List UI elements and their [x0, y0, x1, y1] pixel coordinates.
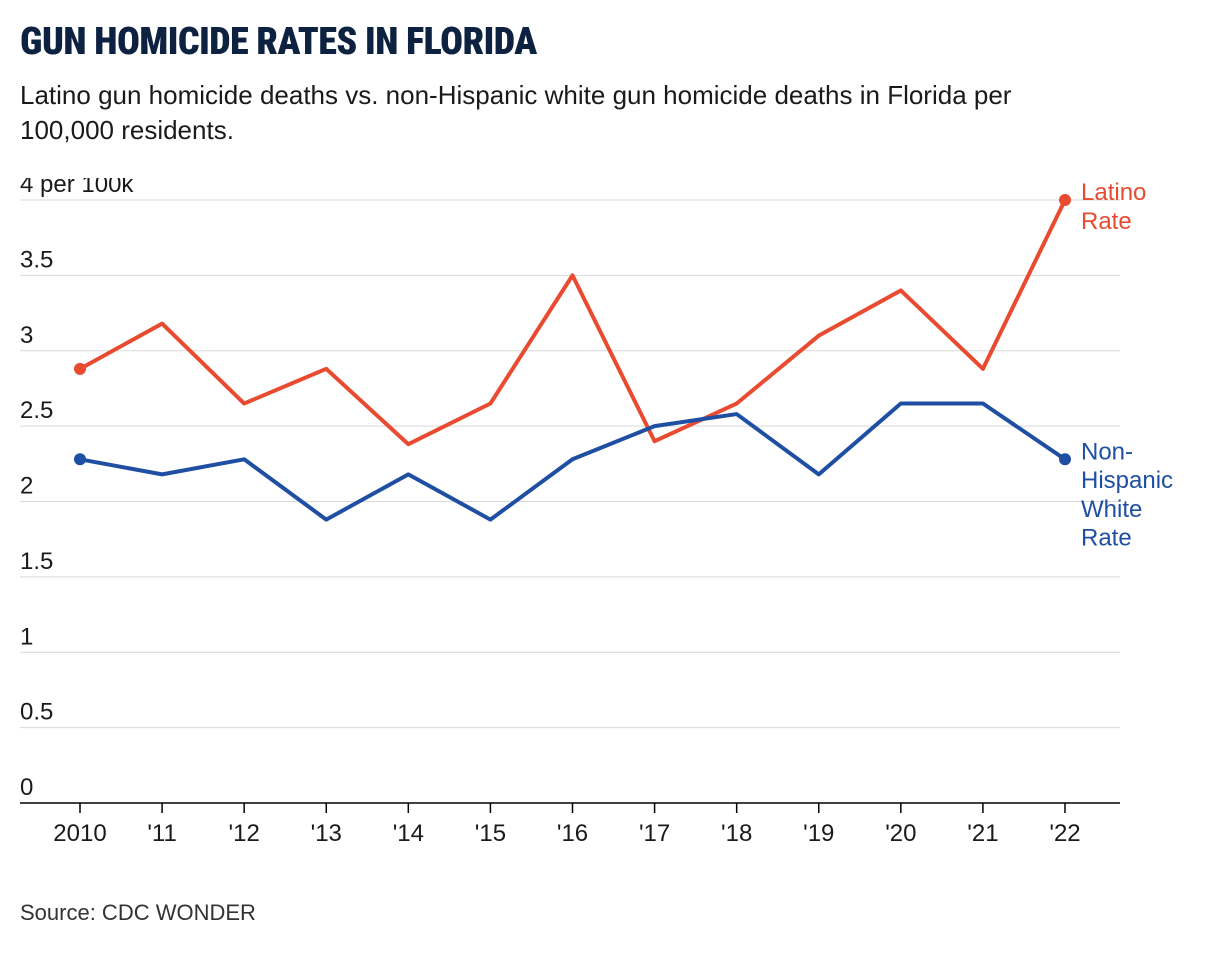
x-tick-label: '11	[147, 820, 177, 847]
x-tick-label: '16	[557, 820, 588, 847]
series-start-marker-1	[74, 453, 86, 465]
x-tick-label: '17	[639, 820, 670, 847]
x-tick-label: '15	[475, 820, 506, 847]
series-start-marker-0	[74, 363, 86, 375]
series-line-1	[80, 404, 1065, 520]
y-tick-label: 0.5	[20, 699, 53, 726]
x-tick-label: 2010	[53, 820, 106, 847]
y-tick-label: 2	[20, 473, 33, 500]
series-end-marker-0	[1059, 194, 1071, 206]
chart-plot-area: 0 0.5 1 1.5 2 2.5 3 3.5 4 per 100k 2010 '11 '12 '13 '…	[20, 178, 1200, 858]
y-tick-label: 1.5	[20, 548, 53, 575]
y-tick-label: 3	[20, 322, 33, 349]
y-tick-label: 0	[20, 774, 33, 801]
x-tick-label: '22	[1049, 820, 1080, 847]
series-line-0	[80, 200, 1065, 444]
y-tick-label: 4 per 100k	[20, 178, 134, 198]
chart-source: Source: CDC WONDER	[20, 900, 1200, 926]
x-tick-label: '20	[885, 820, 916, 847]
x-tick-label: '14	[393, 820, 424, 847]
x-tick-label: '13	[311, 820, 342, 847]
x-tick-label: '21	[967, 820, 998, 847]
series-label-1: Non-HispanicWhiteRate	[1081, 438, 1173, 551]
series-end-marker-1	[1059, 453, 1071, 465]
y-tick-label: 3.5	[20, 247, 53, 274]
x-tick-label: '12	[229, 820, 260, 847]
y-tick-label: 2.5	[20, 397, 53, 424]
series-label-0: LatinoRate	[1081, 179, 1146, 235]
chart-container: GUN HOMICIDE RATES IN FLORIDA Latino gun…	[0, 0, 1220, 978]
x-tick-label: '19	[803, 820, 834, 847]
line-chart-svg: 0 0.5 1 1.5 2 2.5 3 3.5 4 per 100k 2010 '11 '12 '13 '…	[20, 178, 1200, 858]
chart-title: GUN HOMICIDE RATES IN FLORIDA	[20, 20, 1200, 64]
y-tick-label: 1	[20, 623, 33, 650]
chart-subtitle: Latino gun homicide deaths vs. non-Hispa…	[20, 78, 1070, 148]
x-tick-label: '18	[721, 820, 752, 847]
